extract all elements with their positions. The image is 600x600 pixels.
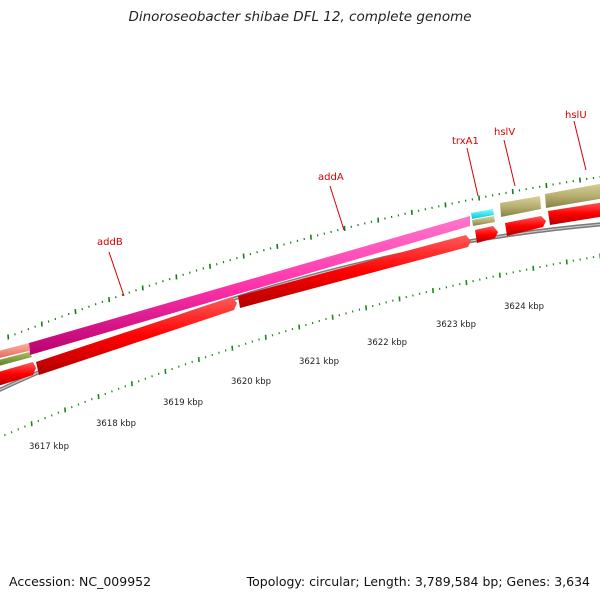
gene-block-trxA1-sub xyxy=(472,216,495,226)
cds-track xyxy=(0,202,600,386)
gene-block-salmon xyxy=(0,343,29,358)
cds-arrow xyxy=(36,297,237,375)
gene-block-addB xyxy=(29,216,470,355)
gene-block-hslV xyxy=(500,196,541,217)
scale-label: 3623 kbp xyxy=(436,320,476,330)
map-title: Dinoroseobacter shibae DFL 12, complete … xyxy=(128,9,472,25)
scale-label: 3617 kbp xyxy=(29,442,69,452)
gene-label: addB xyxy=(97,237,123,248)
cds-arrow xyxy=(475,226,498,243)
scale-label: 3620 kbp xyxy=(231,377,271,387)
cds-arrow xyxy=(238,235,471,308)
gene-label: addA xyxy=(318,172,344,183)
scale-label: 3618 kbp xyxy=(96,419,136,429)
gene-block-hslU xyxy=(545,183,600,208)
gene-block-trxA1 xyxy=(471,209,494,219)
gene-track xyxy=(0,183,600,366)
gene-label: trxA1 xyxy=(452,136,479,147)
cds-arrow xyxy=(505,216,546,236)
gene-label: hslV xyxy=(494,127,515,138)
scale-label: 3621 kbp xyxy=(299,357,339,367)
gene-labels: addB addA trxA1 hslV hslU xyxy=(97,110,587,297)
gene-block-olive xyxy=(0,352,32,366)
scale-label: 3622 kbp xyxy=(367,338,407,348)
scale-label: 3619 kbp xyxy=(163,398,203,408)
cds-arrow xyxy=(548,202,600,225)
scale-labels: 3617 kbp 3618 kbp 3619 kbp 3620 kbp 3621… xyxy=(29,302,544,452)
cds-arrow xyxy=(0,362,36,386)
outer-tick-marks xyxy=(7,176,600,340)
inner-scale-ticks xyxy=(4,253,600,437)
scale-label: 3624 kbp xyxy=(504,302,544,312)
accession-text: Accession: NC_009952 xyxy=(9,574,152,589)
genome-summary-text: Topology: circular; Length: 3,789,584 bp… xyxy=(246,574,590,589)
gene-label: hslU xyxy=(565,110,587,121)
